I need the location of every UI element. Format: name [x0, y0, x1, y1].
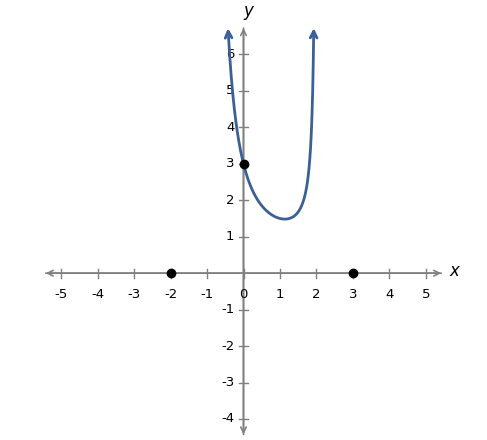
Text: 4: 4: [226, 121, 234, 134]
Text: -4: -4: [221, 412, 234, 425]
Text: 3: 3: [349, 288, 357, 301]
Text: 5: 5: [226, 84, 234, 97]
Text: -1: -1: [201, 288, 214, 301]
Text: x: x: [450, 262, 459, 280]
Text: 1: 1: [276, 288, 284, 301]
Text: 0: 0: [239, 288, 248, 301]
Text: 2: 2: [312, 288, 320, 301]
Text: -1: -1: [221, 303, 234, 316]
Text: 1: 1: [226, 230, 234, 243]
Text: -2: -2: [164, 288, 177, 301]
Text: 2: 2: [226, 194, 234, 207]
Text: 4: 4: [385, 288, 393, 301]
Text: -4: -4: [91, 288, 104, 301]
Text: -3: -3: [221, 376, 234, 389]
Text: 3: 3: [226, 158, 234, 170]
Text: -3: -3: [128, 288, 141, 301]
Text: -5: -5: [55, 288, 68, 301]
Text: -2: -2: [221, 340, 234, 352]
Text: 6: 6: [226, 48, 234, 61]
Text: y: y: [243, 2, 253, 20]
Text: 5: 5: [422, 288, 430, 301]
